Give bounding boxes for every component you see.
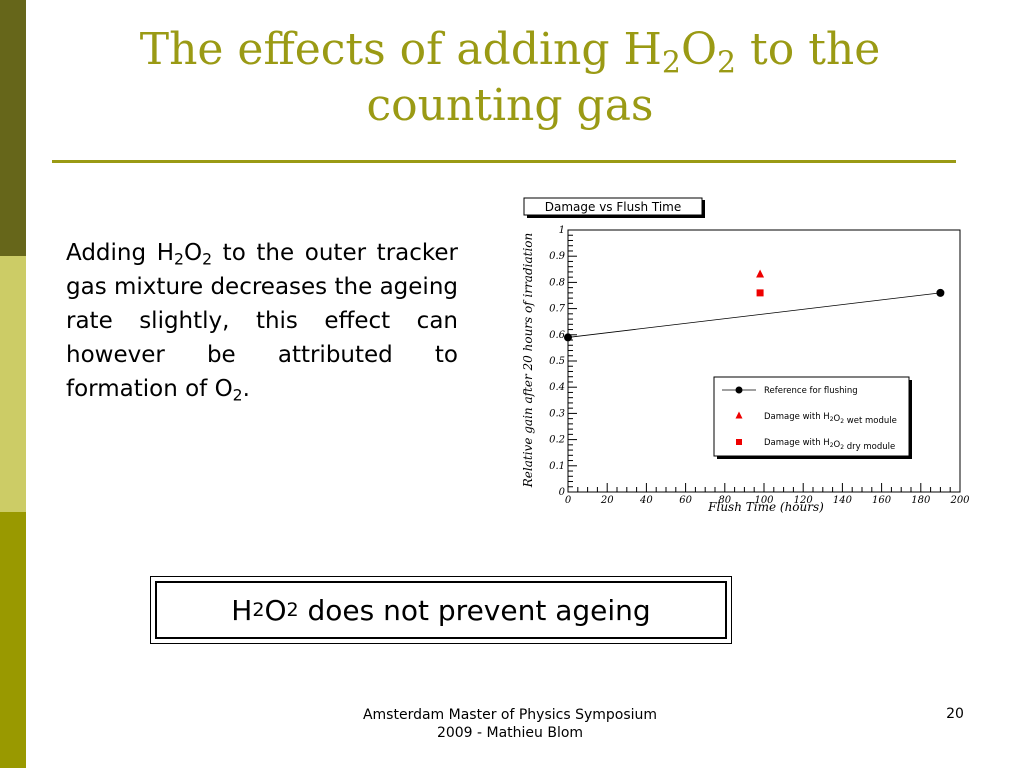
y-tick-label: 0.1 <box>549 461 565 472</box>
x-tick-label: 80 <box>718 495 731 506</box>
x-tick-label: 200 <box>949 495 970 506</box>
x-tick-label: 160 <box>872 495 892 506</box>
y-tick-label: 0.9 <box>549 251 566 262</box>
body-text: O <box>183 240 203 266</box>
body-subscript: 2 <box>174 249 184 269</box>
y-tick-label: 0.4 <box>549 382 565 393</box>
body-text: to the outer tracker gas mixture decreas… <box>66 240 458 402</box>
sidebar-segment-top <box>0 0 26 256</box>
slide-title: The effects of adding H2O2 to the counti… <box>60 22 960 134</box>
legend-label: Reference for flushing <box>764 386 858 396</box>
title-text: to the counting gas <box>366 24 881 131</box>
x-tick-label: 140 <box>833 495 853 506</box>
legend-marker <box>735 411 743 419</box>
chart-title-box <box>523 197 703 216</box>
body-paragraph: Adding H2O2 to the outer tracker gas mix… <box>66 236 458 406</box>
x-axis: 0 20 40 60 80 100 120 140 160 180 200 <box>565 483 970 506</box>
title-subscript: 2 <box>717 45 737 81</box>
legend-label: Damage with H2O2 dry module <box>764 438 895 452</box>
title-subscript: 2 <box>661 45 681 81</box>
y-axis-label: Relative gain after 20 hours of irradiat… <box>521 233 535 488</box>
y-tick-label: 0.5 <box>549 356 565 367</box>
y-tick-label: 0.7 <box>549 304 566 315</box>
x-tick-label: 20 <box>600 495 614 506</box>
body-subscript: 2 <box>232 385 243 405</box>
legend-label: Damage with H2O2 wet module <box>764 412 897 426</box>
sidebar-decoration <box>0 0 26 768</box>
conclusion-text-part: H <box>231 593 253 627</box>
data-point <box>564 333 572 342</box>
title-divider <box>52 160 956 163</box>
y-tick-label: 0.2 <box>549 435 565 446</box>
damage-chart: Damage vs Flush Time 0 0.1 0.2 0.3 0.4 0.5 0.6… <box>521 197 970 514</box>
title-text: The effects of adding H <box>139 24 662 75</box>
conclusion-text-part: O <box>264 593 287 627</box>
data-point <box>756 269 765 278</box>
body-text: Adding H <box>66 240 175 266</box>
y-tick-label: 0.8 <box>549 277 565 288</box>
legend-marker <box>735 386 743 394</box>
y-tick-label: 0.3 <box>549 408 565 419</box>
y-axis: 0 0.1 0.2 0.3 0.4 0.5 0.6 0.7 0.8 0.9 1 <box>549 225 577 498</box>
chart-title: Damage vs Flush Time <box>545 200 682 214</box>
series-line <box>567 292 941 338</box>
title-text: O <box>680 24 718 75</box>
legend-box <box>713 376 910 457</box>
sidebar-segment-bottom <box>0 512 26 768</box>
data-point <box>936 288 945 297</box>
x-tick-label: 40 <box>639 495 653 506</box>
legend: Reference for flushing Damage with H2O2 w… <box>722 386 897 452</box>
y-tick-label: 0 <box>559 487 566 498</box>
y-tick-label: 0.6 <box>549 330 566 341</box>
x-tick-label: 120 <box>794 495 814 506</box>
footer-line: 2009 - Mathieu Blom <box>436 725 584 741</box>
data-point <box>756 289 764 297</box>
page-number: 20 <box>946 706 964 722</box>
conclusion-text-part: does not prevent ageing <box>298 593 651 627</box>
sidebar-segment-middle <box>0 256 26 512</box>
y-tick-label: 1 <box>559 225 565 236</box>
legend-marker <box>736 439 742 445</box>
body-subscript: 2 <box>202 249 213 269</box>
x-tick-label: 60 <box>679 495 692 506</box>
x-tick-label: 180 <box>911 495 931 506</box>
x-tick-label: 0 <box>565 495 572 506</box>
body-text: . <box>242 376 250 402</box>
x-tick-label: 100 <box>754 495 774 506</box>
series-layer <box>564 269 945 342</box>
x-axis-label: Flush Time (hours) <box>707 500 824 514</box>
footer: Amsterdam Master of Physics Symposium 20… <box>330 706 690 742</box>
footer-line: Amsterdam Master of Physics Symposium <box>362 707 658 723</box>
